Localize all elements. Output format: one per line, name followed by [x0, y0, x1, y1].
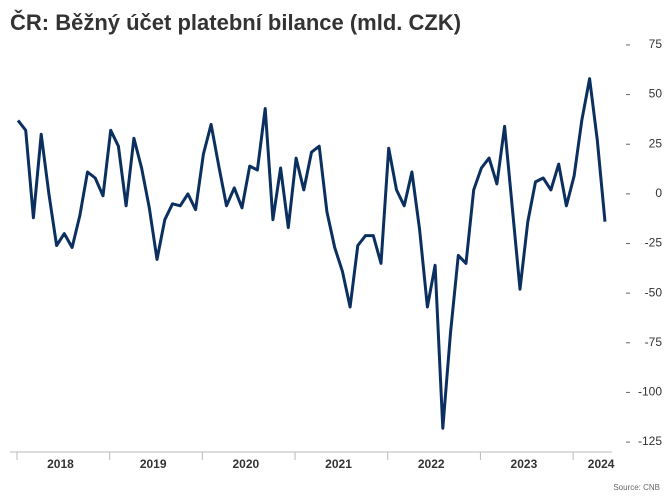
x-tick-label: 2022	[418, 457, 445, 471]
y-tick-label: -50	[645, 285, 663, 299]
x-tick-label: 2023	[511, 457, 538, 471]
x-tick-label: 2018	[47, 457, 74, 471]
y-tick-label: -100	[638, 385, 662, 399]
y-tick-label: 75	[649, 37, 663, 51]
x-tick-label: 2024	[588, 457, 615, 471]
y-tick-label: 0	[655, 186, 662, 200]
line-series	[16, 77, 607, 430]
x-tick-label: 2020	[232, 457, 259, 471]
y-tick-label: -25	[645, 236, 663, 250]
x-tick-label: 2019	[140, 457, 167, 471]
y-tick-label: -125	[638, 434, 662, 448]
y-tick-label: 25	[649, 136, 663, 150]
y-tick-label: -75	[645, 335, 663, 349]
y-tick-label: 50	[649, 87, 663, 101]
source-note: Source: CNB	[613, 483, 660, 492]
chart-title: ČR: Běžný účet platební bilance (mld. CZ…	[10, 10, 461, 35]
x-tick-label: 2021	[325, 457, 352, 471]
